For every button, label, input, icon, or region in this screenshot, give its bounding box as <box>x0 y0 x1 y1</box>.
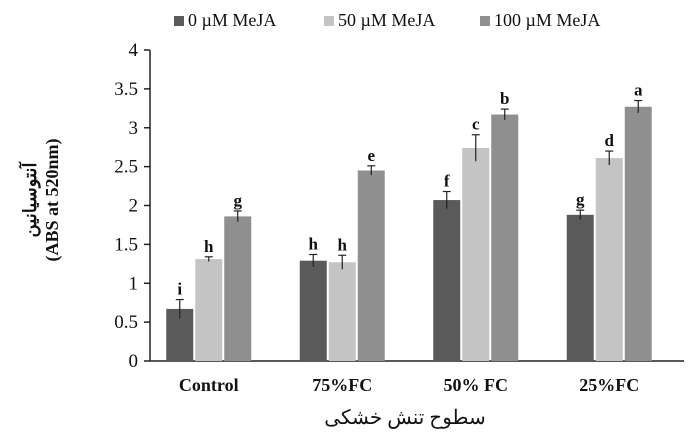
bar <box>299 260 327 361</box>
significance-label: e <box>367 146 375 165</box>
significance-label: g <box>234 191 243 210</box>
legend-swatch <box>324 16 334 26</box>
significance-label: a <box>634 81 643 100</box>
bar <box>224 216 252 361</box>
legend-swatch <box>480 16 490 26</box>
legend: 0 µM MeJA 50 µM MeJA 100 µM MeJA <box>174 10 600 30</box>
bar <box>491 114 519 361</box>
bar <box>595 158 623 361</box>
y-ticks: 0 0.5 1 1.5 2 2.5 3 3.5 4 <box>114 40 150 372</box>
significance-label: i <box>177 280 182 299</box>
bar <box>433 200 461 361</box>
bar <box>624 106 652 361</box>
legend-label: 100 µM MeJA <box>494 10 600 30</box>
x-category-label: 75%FC <box>312 375 372 395</box>
significance-label: h <box>338 235 348 254</box>
significance-label: b <box>500 89 509 108</box>
y-axis-label-fa: آنتوسیانین <box>18 161 41 238</box>
bar <box>195 259 223 361</box>
significance-label: f <box>444 172 450 191</box>
y-tick-label: 2 <box>129 196 139 217</box>
legend-label: 0 µM MeJA <box>188 10 276 30</box>
x-category-label: Control <box>179 375 239 395</box>
significance-label: g <box>576 190 585 209</box>
legend-label: 50 µM MeJA <box>338 10 435 30</box>
x-category-label: 50% FC <box>444 375 509 395</box>
significance-label: h <box>204 237 214 256</box>
x-category-label: 25%FC <box>579 375 639 395</box>
y-tick-label: 1.5 <box>114 234 138 255</box>
y-axis-label-en: (ABS at 520nm) <box>42 138 63 261</box>
y-tick-label: 1 <box>129 273 139 294</box>
bar <box>328 262 356 361</box>
significance-label: h <box>309 234 319 253</box>
y-tick-label: 2.5 <box>114 157 138 178</box>
x-category-labels: Control 75%FC 50% FC 25%FC <box>179 375 639 395</box>
y-tick-label: 0 <box>129 351 139 372</box>
legend-swatch <box>174 16 184 26</box>
bar <box>357 170 385 361</box>
y-tick-label: 4 <box>129 40 139 61</box>
x-axis-label: سطوح تنش خشکی <box>324 407 485 429</box>
significance-label: c <box>472 115 480 134</box>
significance-label: d <box>605 131 615 150</box>
y-tick-label: 0.5 <box>114 312 138 333</box>
bar <box>566 214 594 361</box>
y-tick-label: 3.5 <box>114 79 138 100</box>
y-tick-label: 3 <box>129 118 139 139</box>
bar <box>462 147 490 361</box>
